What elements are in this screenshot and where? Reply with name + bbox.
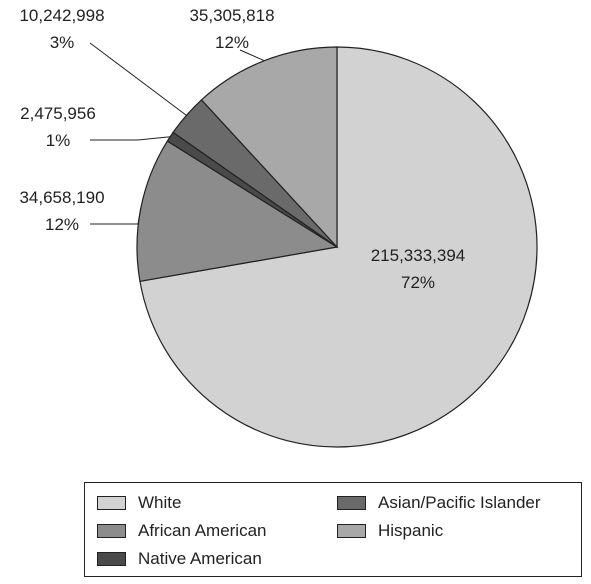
legend-swatch-asian-pacific <box>337 496 366 510</box>
legend-item-native-american: Native American <box>97 549 262 569</box>
leader-line-asian-pacific <box>89 42 187 116</box>
data-label-white-value: 215,333,394 <box>371 246 466 265</box>
data-label-white-pct: 72% <box>401 273 435 292</box>
pie-slices <box>136 46 538 448</box>
legend: White Asian/Pacific Islander African Ame… <box>84 482 582 577</box>
pie-slice-african-american <box>136 140 339 283</box>
legend-label-asian-pacific: Asian/Pacific Islander <box>378 493 541 512</box>
legend-item-asian-pacific: Asian/Pacific Islander <box>337 493 541 513</box>
data-label-asian-pacific-pct: 3% <box>50 33 75 52</box>
data-label-african-american-pct: 12% <box>45 215 79 234</box>
data-label-native-american-pct: 1% <box>46 131 71 150</box>
legend-label-african-american: African American <box>138 521 267 540</box>
legend-swatch-hispanic <box>337 524 366 538</box>
legend-swatch-white <box>97 496 126 510</box>
legend-swatch-native-american <box>97 552 126 566</box>
leader-line-african-american <box>90 208 142 225</box>
pie-chart: 215,333,394 72% 34,658,190 12% 2,475,956… <box>19 6 538 448</box>
leader-line-native-american <box>90 136 171 141</box>
data-label-hispanic-pct: 12% <box>215 33 249 52</box>
pie-slice-white <box>139 46 538 448</box>
legend-item-white: White <box>97 493 181 513</box>
legend-item-african-american: African American <box>97 521 267 541</box>
data-label-asian-pacific-value: 10,242,998 <box>19 6 104 25</box>
legend-swatch-african-american <box>97 524 126 538</box>
leader-lines <box>89 42 265 225</box>
legend-label-native-american: Native American <box>138 549 262 568</box>
legend-label-white: White <box>138 493 182 512</box>
leader-line-hispanic <box>239 49 265 62</box>
data-label-hispanic-value: 35,305,818 <box>189 6 274 25</box>
legend-label-hispanic: Hispanic <box>378 521 444 540</box>
data-label-native-american-value: 2,475,956 <box>20 104 96 123</box>
legend-item-hispanic: Hispanic <box>337 521 443 541</box>
pie-slice-hispanic <box>200 46 338 249</box>
data-label-african-american-value: 34,658,190 <box>19 188 104 207</box>
